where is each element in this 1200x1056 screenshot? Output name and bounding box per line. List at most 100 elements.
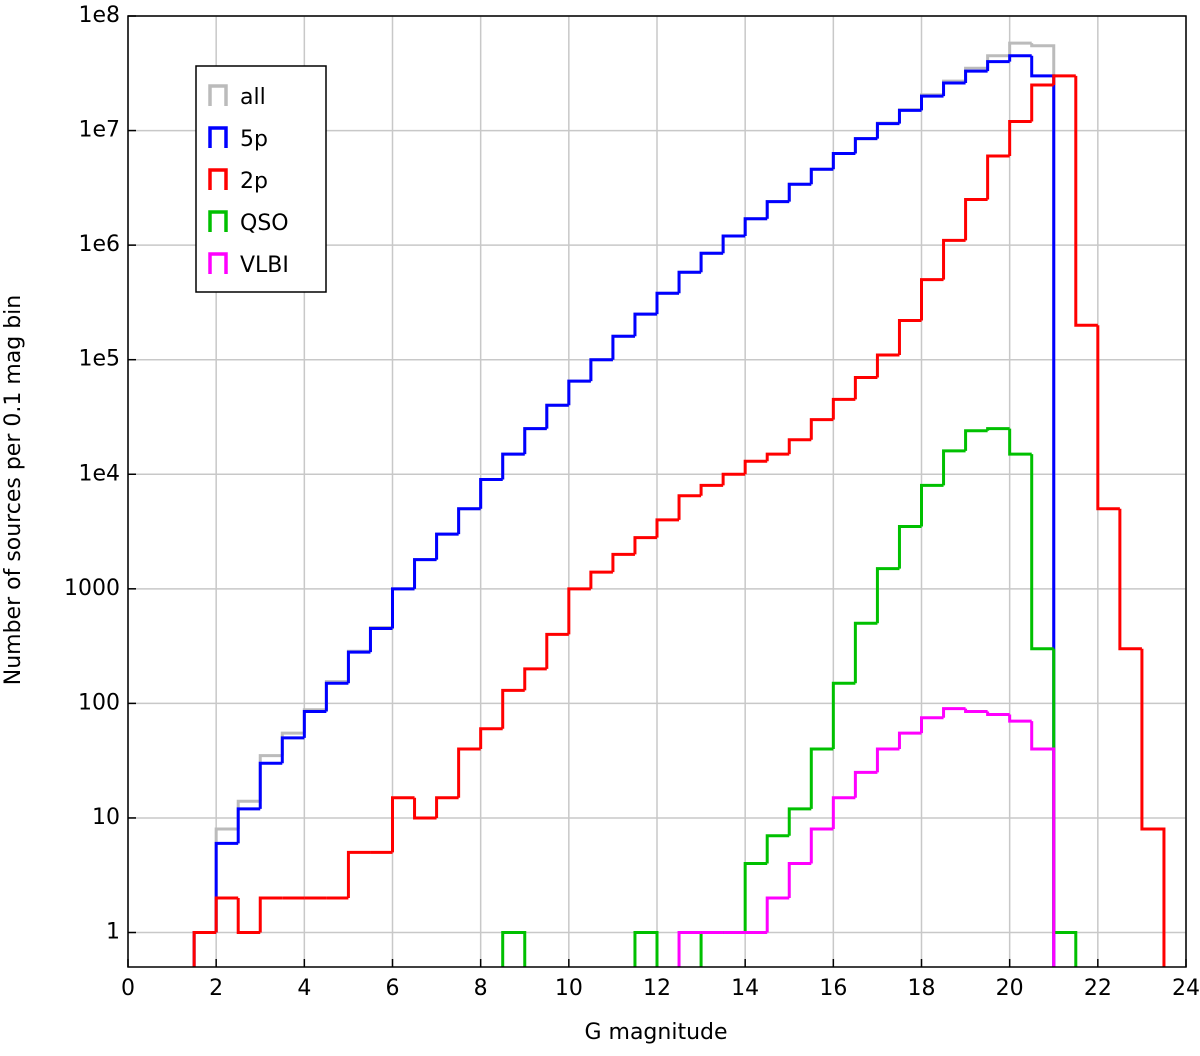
histogram-step: [457, 507, 481, 535]
histogram-step: [501, 688, 525, 729]
histogram-step: [942, 707, 966, 718]
histogram-step: [236, 898, 261, 935]
legend-label: all: [240, 85, 266, 110]
histogram-step: [545, 632, 569, 669]
x-tick-label: 16: [819, 976, 847, 1001]
histogram-step: [831, 397, 856, 420]
histogram-step: [655, 291, 680, 315]
histogram-step: [942, 238, 966, 280]
histogram-step: [391, 796, 415, 853]
histogram-step: [457, 507, 481, 535]
histogram-step: [523, 427, 547, 455]
histogram-step: [567, 379, 591, 406]
histogram-step: [964, 429, 988, 451]
histogram-step: [413, 558, 437, 589]
histogram-step: [699, 251, 724, 273]
histogram-step: [875, 567, 900, 624]
histogram-step: [633, 536, 657, 555]
histogram-step: [853, 621, 878, 684]
histogram-step: [831, 152, 856, 170]
histogram-step: [567, 587, 591, 635]
histogram-step: [523, 667, 547, 691]
histogram-step: [1008, 41, 1032, 56]
histogram-step: [258, 761, 283, 809]
histogram-step: [523, 427, 547, 455]
histogram-step: [435, 532, 459, 560]
histogram-step: [545, 403, 569, 429]
histogram-step: [413, 797, 437, 820]
histogram-step: [787, 438, 812, 455]
histogram-step: [853, 137, 878, 154]
legend-label: 2p: [240, 169, 268, 194]
histogram-step: [435, 796, 459, 818]
histogram-step: [677, 494, 702, 520]
histogram-step: [986, 427, 1010, 431]
histogram-step: [1008, 54, 1032, 62]
histogram-step: [368, 627, 393, 653]
legend-label: VLBI: [240, 253, 289, 278]
histogram-step: [942, 449, 966, 486]
histogram-step: [743, 862, 768, 933]
histogram-step: [831, 152, 856, 170]
histogram-step: [721, 472, 746, 486]
histogram-step: [346, 649, 371, 682]
histogram-step: [1074, 75, 1098, 327]
histogram-step: [743, 217, 768, 237]
y-tick-label: 10: [92, 805, 120, 830]
histogram-step: [346, 650, 371, 684]
y-axis-label: Number of sources per 0.1 mag bin: [1, 295, 26, 686]
series: [501, 427, 1078, 967]
legend-symbol: [208, 168, 228, 190]
histogram-step: [633, 931, 659, 967]
histogram-step: [236, 807, 261, 844]
histogram-step: [787, 182, 812, 202]
legend-symbol: [208, 126, 228, 148]
histogram-step: [920, 716, 944, 734]
histogram-step: [192, 931, 217, 967]
histogram-step: [831, 796, 856, 830]
x-tick-label: 24: [1172, 976, 1200, 1001]
histogram-step: [765, 896, 790, 933]
histogram-step: [413, 558, 437, 589]
x-tick-label: 6: [386, 976, 400, 1001]
x-tick-label: 12: [643, 976, 671, 1001]
histogram-step: [743, 217, 768, 237]
histogram-step: [986, 154, 1010, 200]
histogram-step: [1030, 55, 1056, 967]
histogram-step: [391, 587, 415, 629]
histogram-step: [1008, 714, 1032, 723]
y-tick-label: 1e8: [78, 3, 120, 28]
histogram-step: [787, 862, 812, 899]
histogram-step: [302, 708, 327, 734]
plot-frame: [127, 15, 1187, 968]
histogram-step: [809, 418, 834, 440]
histogram-step: [214, 841, 239, 933]
histogram-step: [986, 60, 1010, 72]
histogram-step: [236, 799, 261, 830]
histogram-step: [1030, 454, 1054, 651]
histogram-step: [1118, 508, 1142, 651]
histogram-step: [611, 552, 635, 573]
histogram-step: [324, 681, 349, 712]
histogram-step: [479, 477, 503, 509]
histogram-step: [809, 827, 834, 864]
histogram-step: [699, 931, 724, 967]
histogram-step: [964, 69, 988, 84]
legend-symbol: [208, 252, 228, 274]
histogram-step: [501, 931, 527, 967]
histogram-step: [346, 850, 371, 899]
x-tick-label: 18: [908, 976, 936, 1001]
histogram-step: [942, 81, 966, 97]
histogram-step: [214, 896, 239, 933]
histogram-step: [479, 727, 503, 749]
histogram-step: [920, 278, 944, 321]
histogram-step: [897, 524, 922, 569]
histogram-step: [809, 167, 834, 185]
histogram-step: [192, 931, 217, 967]
histogram-step: [457, 747, 481, 798]
histogram-step: [875, 747, 900, 773]
histogram-step: [809, 747, 834, 809]
histogram-step: [964, 708, 988, 713]
histogram-step: [1008, 119, 1032, 156]
